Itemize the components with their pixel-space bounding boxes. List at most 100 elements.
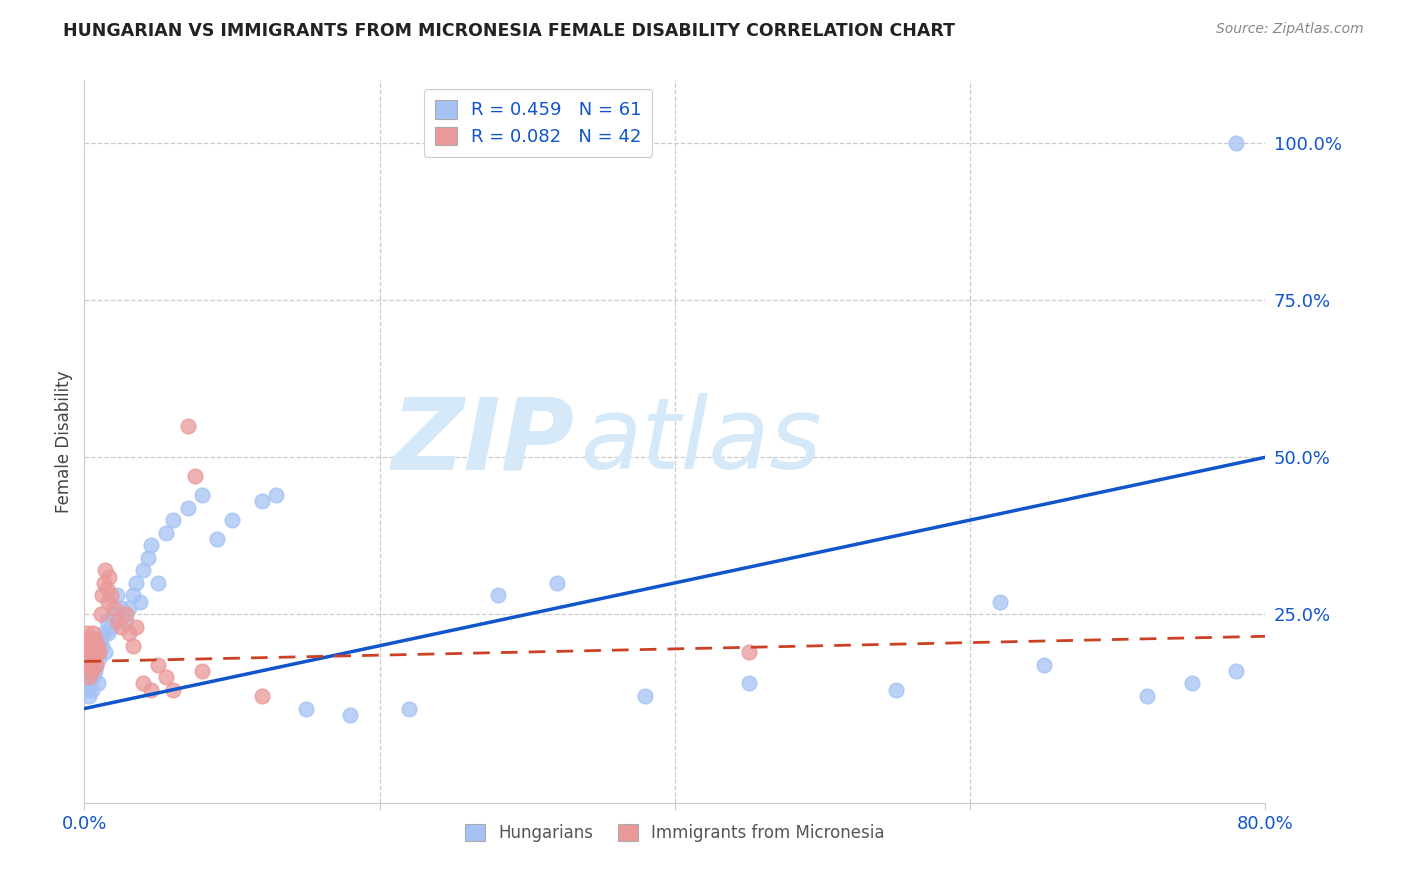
Point (76, 626, 98, 640)
Point (80, 682, 103, 697)
Point (132, 563, 155, 577)
Point (100, 589, 122, 603)
Point (83, 632, 105, 647)
Point (94, 645, 117, 659)
Point (162, 682, 184, 697)
Point (122, 639, 145, 653)
Point (148, 657, 170, 672)
Point (122, 589, 145, 603)
Point (118, 626, 141, 640)
Point (84, 657, 107, 672)
Point (110, 620, 132, 634)
Point (75, 657, 97, 672)
Point (91, 589, 114, 603)
Point (79, 632, 101, 647)
Point (1181, 676, 1204, 690)
Point (1033, 657, 1056, 672)
Point (83, 664, 105, 678)
Point (82, 626, 104, 640)
Point (96, 614, 118, 628)
Point (97, 626, 120, 640)
Point (103, 601, 125, 615)
Y-axis label: Female Disability: Female Disability (55, 370, 73, 513)
Point (94, 563, 117, 577)
Point (221, 513, 243, 527)
Point (1225, 136, 1247, 150)
Point (79, 670, 101, 684)
Point (738, 645, 761, 659)
Point (129, 595, 152, 609)
Point (87, 645, 111, 659)
Point (77, 676, 100, 690)
Point (1136, 689, 1159, 703)
Point (125, 620, 148, 634)
Point (486, 589, 509, 603)
Point (90, 632, 112, 647)
Point (77, 664, 100, 678)
Point (97, 595, 120, 609)
Point (82, 670, 104, 684)
Point (82, 645, 104, 659)
Point (191, 488, 214, 502)
Point (634, 689, 657, 703)
Point (93, 575, 115, 590)
Point (90, 607, 112, 622)
Point (339, 707, 361, 722)
Point (155, 525, 177, 540)
Point (79, 657, 101, 672)
Point (103, 607, 125, 622)
Point (125, 575, 148, 590)
Legend: Hungarians, Immigrants from Micronesia: Hungarians, Immigrants from Micronesia (458, 817, 891, 848)
Point (295, 701, 318, 715)
Point (75, 639, 97, 653)
Point (77, 689, 100, 703)
Point (114, 614, 136, 628)
Point (139, 682, 162, 697)
Point (250, 689, 273, 703)
Point (79, 657, 101, 672)
Point (86, 676, 108, 690)
Point (93, 626, 115, 640)
Point (76, 682, 98, 697)
Point (114, 607, 136, 622)
Point (80, 639, 103, 653)
Point (139, 538, 162, 552)
Point (136, 550, 159, 565)
Point (105, 614, 128, 628)
Point (162, 513, 184, 527)
Point (80, 664, 103, 678)
Point (886, 682, 908, 697)
Point (75, 676, 97, 690)
Point (84, 657, 107, 672)
Point (988, 595, 1011, 609)
Point (98, 569, 121, 583)
Point (191, 664, 214, 678)
Point (148, 575, 170, 590)
Point (76, 670, 98, 684)
Point (82, 651, 104, 665)
Point (398, 701, 420, 715)
Point (105, 589, 128, 603)
Text: ZIP: ZIP (391, 393, 575, 490)
Point (86, 639, 108, 653)
Point (1225, 664, 1247, 678)
Text: HUNGARIAN VS IMMIGRANTS FROM MICRONESIA FEMALE DISABILITY CORRELATION CHART: HUNGARIAN VS IMMIGRANTS FROM MICRONESIA … (63, 22, 955, 40)
Point (83, 645, 105, 659)
Point (177, 500, 200, 515)
Point (184, 469, 207, 483)
Point (100, 620, 122, 634)
Text: Source: ZipAtlas.com: Source: ZipAtlas.com (1216, 22, 1364, 37)
Point (76, 651, 98, 665)
Point (91, 639, 114, 653)
Point (118, 601, 141, 615)
Point (77, 645, 100, 659)
Text: atlas: atlas (581, 393, 823, 490)
Point (250, 494, 273, 508)
Point (80, 664, 103, 678)
Point (77, 670, 100, 684)
Point (155, 670, 177, 684)
Point (546, 575, 568, 590)
Point (86, 639, 108, 653)
Point (132, 676, 155, 690)
Point (177, 418, 200, 433)
